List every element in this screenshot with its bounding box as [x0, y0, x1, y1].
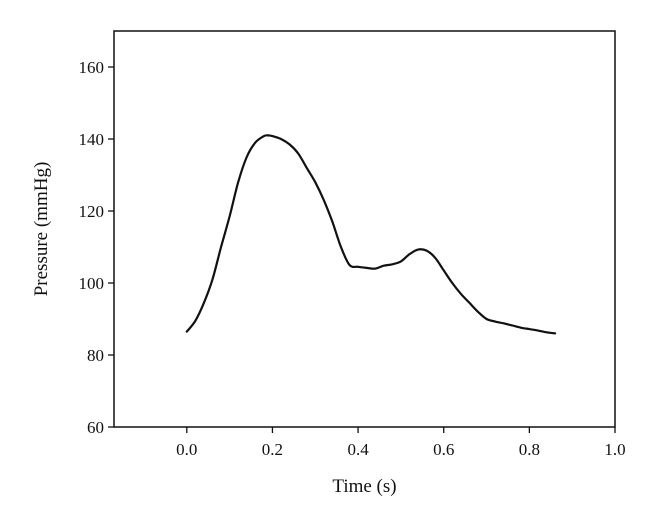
x-tick-label: 0.6: [433, 440, 454, 459]
x-tick-label: 0.8: [519, 440, 540, 459]
x-tick-label: 1.0: [604, 440, 625, 459]
y-tick-label: 120: [79, 202, 105, 221]
y-tick-label: 60: [87, 418, 104, 437]
plot-frame: [113, 30, 616, 428]
y-tick-label: 160: [79, 58, 105, 77]
x-tick-label: 0.2: [262, 440, 283, 459]
y-axis: 60 80 100 120 140 160: [79, 58, 114, 437]
x-tick-label: 0.0: [176, 440, 197, 459]
y-tick-label: 100: [79, 274, 105, 293]
y-axis-title: Pressure (mmHg): [31, 162, 52, 297]
x-axis: 0.0 0.2 0.4 0.6 0.8 1.0: [176, 427, 626, 459]
y-tick-label: 140: [79, 130, 105, 149]
y-tick-label: 80: [87, 346, 104, 365]
x-tick-label: 0.4: [347, 440, 369, 459]
x-axis-title: Time (s): [332, 476, 396, 497]
pressure-series-line: [185, 134, 557, 335]
